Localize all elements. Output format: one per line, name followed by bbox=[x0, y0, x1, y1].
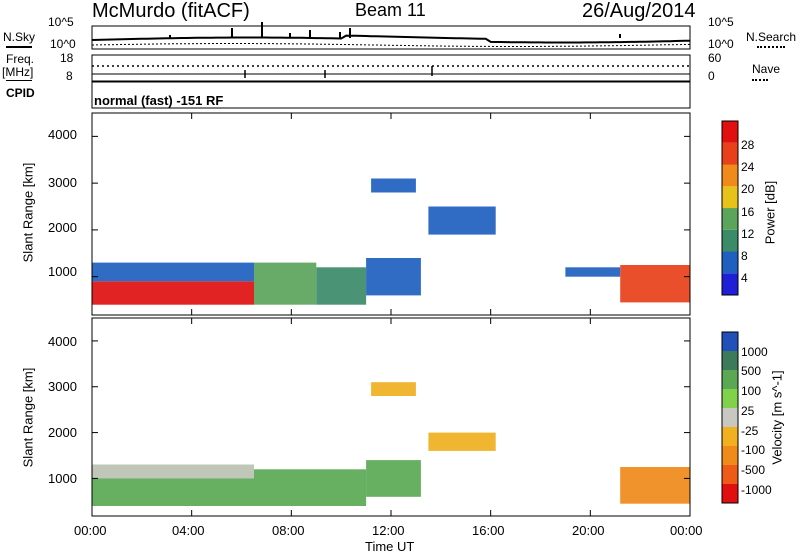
vel-cbar-tick--100: -100 bbox=[741, 443, 766, 457]
power-panel-region-4 bbox=[366, 258, 421, 296]
power-panel-region-0 bbox=[92, 281, 254, 305]
power-cbar-tick-12: 12 bbox=[741, 227, 755, 241]
vel-cbar-tick--1000: -1000 bbox=[741, 483, 772, 497]
xlabel: Time UT bbox=[365, 539, 415, 554]
xtick-2000: 20:00 bbox=[572, 523, 605, 538]
vel-ytick-4000: 4000 bbox=[48, 334, 77, 349]
xtick-0800: 08:00 bbox=[272, 523, 305, 538]
velocity-colorbar-swatch-4 bbox=[722, 408, 738, 427]
power-colorbar-swatch-1 bbox=[722, 251, 738, 274]
freq-tick-top: 18 bbox=[60, 51, 74, 65]
velocity-colorbar-swatch-2 bbox=[722, 446, 738, 465]
power-panel-region-1 bbox=[92, 262, 254, 282]
power-panel-region-7 bbox=[371, 178, 416, 193]
power-ytick-1000: 1000 bbox=[48, 264, 77, 279]
nave-label: Nave bbox=[752, 62, 781, 76]
velocity-panel-region-3 bbox=[366, 460, 421, 497]
power-cbar-tick-16: 16 bbox=[741, 205, 755, 219]
nsearch-tick-bottom: 10^0 bbox=[708, 37, 734, 51]
nsky-tick-top: 10^5 bbox=[48, 15, 74, 29]
nave-tick-top: 60 bbox=[708, 51, 722, 65]
velocity-colorbar-swatch-6 bbox=[722, 370, 738, 389]
velocity-panel-region-1 bbox=[92, 464, 254, 479]
xtick-2400: 00:00 bbox=[670, 523, 703, 538]
velocity-panel-region-2 bbox=[254, 469, 367, 506]
power-cbar-tick-4: 4 bbox=[741, 271, 748, 285]
power-colorbar-frame bbox=[721, 120, 739, 296]
freq-unit: [MHz] bbox=[2, 65, 34, 79]
vel-cbar-tick--500: -500 bbox=[741, 463, 766, 477]
vel-cbar-tick-100: 100 bbox=[741, 384, 762, 398]
power-colorbar-swatch-6 bbox=[722, 142, 738, 165]
mode-text: normal (fast) -151 RF bbox=[94, 93, 224, 108]
power-ytick-4000: 4000 bbox=[48, 127, 77, 142]
nsearch-label: N.Search bbox=[746, 30, 797, 44]
nsky-legend-line bbox=[6, 46, 32, 48]
nsky-tick-bottom: 10^0 bbox=[50, 37, 76, 51]
vel-cbar-tick-25: 25 bbox=[741, 404, 755, 418]
power-ytick-2000: 2000 bbox=[48, 220, 77, 235]
velocity-colorbar-swatch-1 bbox=[722, 465, 738, 484]
power-ytick-3000: 3000 bbox=[48, 175, 77, 190]
power-colorbar-swatch-2 bbox=[722, 229, 738, 252]
xtick-1200: 12:00 bbox=[372, 523, 405, 538]
nsky-line bbox=[91, 34, 691, 44]
velocity-colorbar-swatch-8 bbox=[722, 332, 738, 351]
velocity-colorbar-swatch-3 bbox=[722, 427, 738, 446]
power-colorbar-swatch-3 bbox=[722, 208, 738, 230]
power-panel-region-5 bbox=[620, 265, 690, 303]
nave-legend-line bbox=[752, 79, 768, 81]
beam-title: Beam 11 bbox=[355, 0, 426, 20]
freq-panel-frame bbox=[91, 54, 691, 82]
nave-tick-bottom: 0 bbox=[708, 69, 715, 83]
vel-ytick-1000: 1000 bbox=[48, 471, 77, 486]
velocity-panel-region-6 bbox=[371, 382, 416, 396]
velocity-panel-region-4 bbox=[620, 467, 690, 504]
power-colorbar-swatch-4 bbox=[722, 186, 738, 209]
power-panel-region-6 bbox=[565, 267, 621, 277]
nsky-panel-frame bbox=[91, 25, 691, 50]
vel-cbar-tick-1000: 1000 bbox=[741, 345, 768, 359]
cpid-panel-frame bbox=[91, 81, 691, 109]
freq-legend-line bbox=[6, 80, 32, 81]
power-cbar-tick-20: 20 bbox=[741, 182, 755, 196]
vel-cbar-tick-500: 500 bbox=[741, 364, 762, 378]
vel-cbar-tick--25: -25 bbox=[741, 424, 759, 438]
power-panel-region-2 bbox=[254, 262, 317, 305]
power-colorbar-swatch-5 bbox=[722, 164, 738, 187]
power-panel-region-8 bbox=[428, 206, 496, 235]
power-cbar-tick-24: 24 bbox=[741, 160, 755, 174]
velocity-colorbar-swatch-7 bbox=[722, 351, 738, 370]
velocity-colorbar-frame bbox=[721, 331, 739, 504]
vel-ytick-2000: 2000 bbox=[48, 425, 77, 440]
power-cbar-tick-28: 28 bbox=[741, 138, 755, 152]
station-title: McMurdo (fitACF) bbox=[92, 0, 250, 22]
freq-tick-bottom: 8 bbox=[66, 69, 73, 83]
xtick-0000: 00:00 bbox=[74, 523, 107, 538]
date-title: 26/Aug/2014 bbox=[582, 0, 696, 22]
power-colorbar-swatch-0 bbox=[722, 273, 738, 296]
nsearch-legend-line bbox=[757, 46, 785, 48]
velocity-panel-region-5 bbox=[428, 432, 496, 451]
velocity-colorbar-swatch-5 bbox=[722, 389, 738, 408]
power-cbar-tick-8: 8 bbox=[741, 249, 748, 263]
power-panel-region-3 bbox=[316, 267, 367, 305]
nsearch-line bbox=[91, 43, 691, 47]
cpid-label: CPID bbox=[6, 86, 35, 100]
xtick-1600: 16:00 bbox=[472, 523, 505, 538]
nsky-label: N.Sky bbox=[3, 30, 36, 44]
power-colorbar-swatch-7 bbox=[722, 121, 738, 143]
nsearch-tick-top: 10^5 bbox=[708, 15, 734, 29]
velocity-colorbar-swatch-0 bbox=[722, 484, 738, 503]
xtick-0400: 04:00 bbox=[172, 523, 205, 538]
vel-ytick-3000: 3000 bbox=[48, 379, 77, 394]
freq-label: Freq. bbox=[6, 52, 35, 66]
